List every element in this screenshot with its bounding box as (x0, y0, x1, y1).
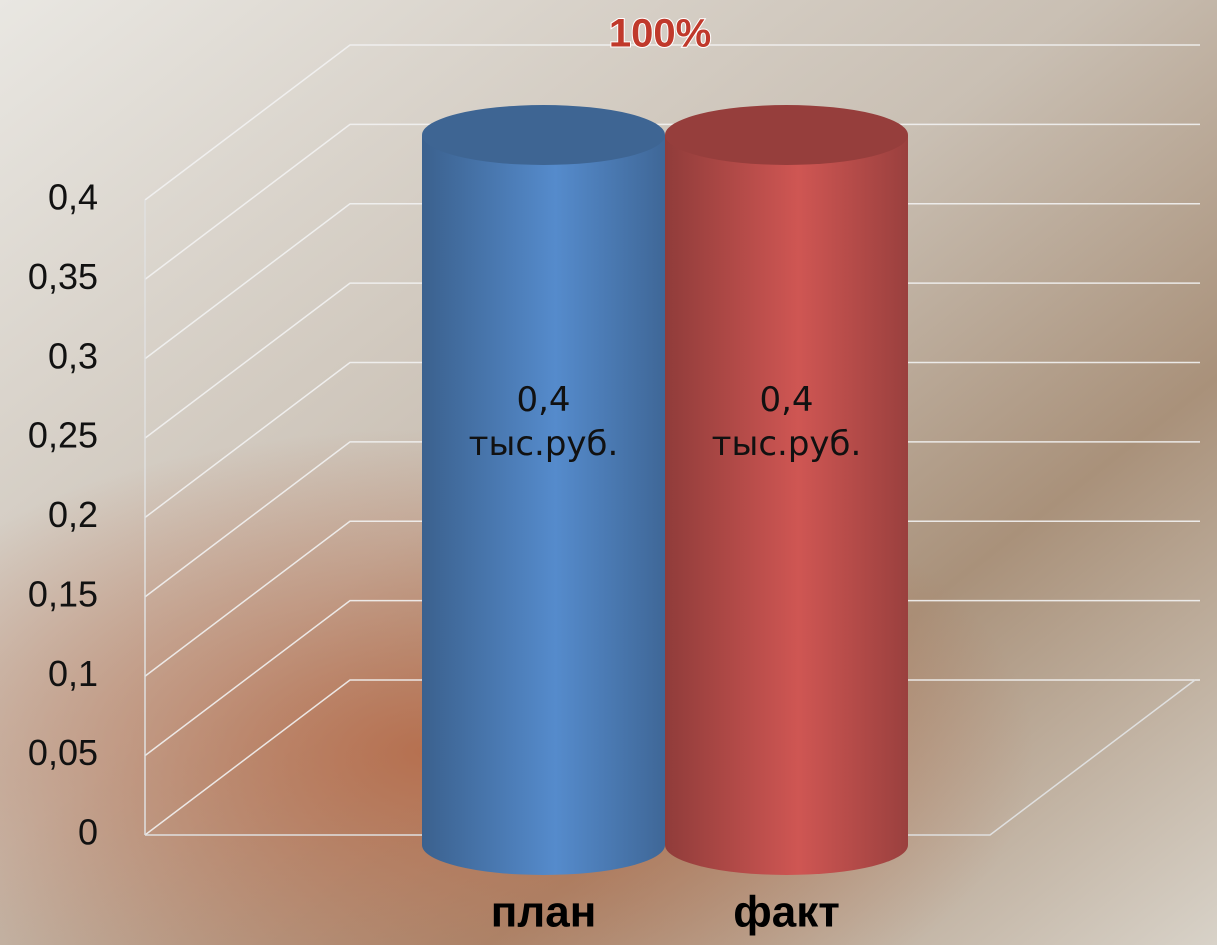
y-tick-label: 0,1 (48, 653, 98, 694)
y-tick-label: 0,35 (28, 256, 98, 297)
y-tick-label: 0,25 (28, 415, 98, 456)
grid-line (144, 441, 1200, 598)
x-tick-label: план (491, 888, 597, 937)
y-tick-label: 0,05 (28, 732, 98, 773)
grid-line (144, 123, 1200, 280)
grid-line (144, 520, 1200, 677)
bar (665, 135, 908, 876)
y-tick-label: 0,2 (48, 494, 98, 535)
chart-title: 100% (609, 12, 711, 56)
data-label: 0,4 тыс.руб. (468, 380, 619, 464)
y-tick-label: 0,15 (28, 573, 98, 614)
grid-line (144, 599, 1200, 757)
data-label: 0,4 тыс.руб. (711, 380, 862, 464)
y-tick-label: 0,4 (48, 177, 98, 218)
grid-line (144, 282, 1200, 439)
grid-line (144, 44, 1200, 201)
bar-top (422, 105, 665, 165)
y-tick-label: 0 (78, 812, 98, 853)
grid-line (144, 679, 1200, 836)
bar (422, 135, 665, 876)
grid-line (144, 361, 1200, 519)
x-tick-label: факт (733, 888, 840, 937)
bar-top (665, 105, 908, 165)
y-tick-label: 0,3 (48, 335, 98, 376)
grid-line (144, 203, 1200, 360)
